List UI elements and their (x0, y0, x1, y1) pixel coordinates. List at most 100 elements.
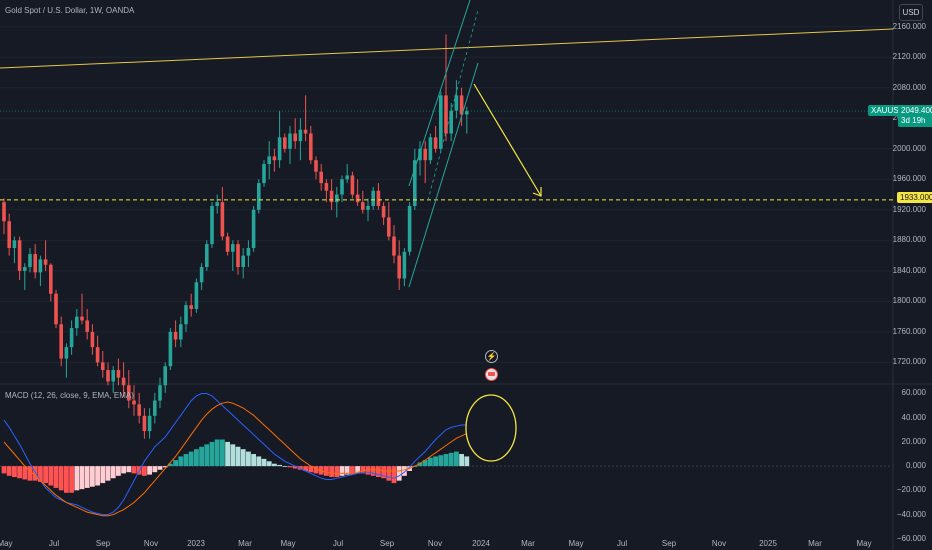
candle (314, 156, 318, 180)
highlight-ellipse[interactable] (465, 394, 517, 462)
macd-histogram-bar (126, 466, 132, 473)
time-axis-label: 2024 (472, 539, 490, 548)
macd-histogram-bar (12, 466, 17, 478)
candle-body (387, 217, 391, 237)
candle-body (319, 171, 323, 184)
candle (127, 370, 131, 409)
candle-body (163, 366, 167, 386)
time-axis-label: May (280, 539, 296, 548)
candle-body (329, 190, 334, 203)
macd-histogram-bar (376, 466, 381, 478)
macd-histogram-bar (381, 466, 386, 479)
candle-body (309, 133, 313, 161)
macd-histogram-bar (256, 456, 262, 467)
channel-mid-line[interactable] (427, 9, 479, 201)
candle-body (127, 385, 131, 401)
candle (272, 148, 277, 172)
candle-body (33, 254, 37, 273)
macd-histogram-bar (48, 466, 54, 486)
time-axis-label: Sep (95, 539, 111, 548)
candle (80, 293, 84, 325)
candle (137, 392, 141, 424)
trendline[interactable] (0, 28, 894, 69)
currency-button[interactable]: USD (899, 4, 923, 21)
candle (101, 350, 105, 378)
macd-histogram-bar (303, 466, 308, 471)
candle (465, 106, 469, 134)
macd-histogram-bar (266, 461, 272, 467)
candle (210, 202, 214, 248)
candle (387, 202, 391, 241)
macd-histogram-bar (131, 466, 137, 474)
candle (59, 316, 63, 367)
candle-body (272, 156, 277, 161)
price-axis-label: 2080.000 (892, 82, 926, 92)
candle-body (262, 164, 266, 184)
candle-body (397, 255, 401, 279)
candle (371, 186, 375, 210)
candle (298, 118, 303, 161)
candle (293, 118, 297, 149)
candle (428, 133, 433, 165)
time-axis-label: Mar (808, 539, 822, 548)
candle-body (251, 209, 256, 248)
candle (7, 213, 11, 256)
macd-histogram-bar (116, 466, 121, 476)
time-axis-label: May (568, 539, 584, 548)
candle-body (314, 160, 318, 172)
candle (449, 102, 453, 142)
macd-title[interactable]: MACD (12, 26, close, 9, EMA, EMA) (5, 391, 134, 400)
candle (267, 141, 271, 180)
candle (444, 34, 448, 142)
symbol-title[interactable]: Gold Spot / U.S. Dollar, 1W, OANDA (5, 6, 135, 15)
candle-body (199, 267, 204, 283)
candle (246, 240, 251, 268)
candle (423, 141, 427, 184)
candle (184, 301, 188, 332)
macd-histogram-bar (1, 466, 7, 474)
macd-histogram-bar (22, 466, 28, 480)
candle (163, 362, 167, 393)
lightning-icon[interactable]: ⚡ (485, 350, 498, 363)
macd-histogram-bar (194, 449, 199, 467)
candle (69, 320, 74, 355)
candle-body (132, 400, 136, 405)
macd-histogram-bar (386, 466, 392, 481)
candle-body (423, 148, 427, 161)
macd-histogram-bar (391, 466, 397, 484)
macd-histogram-bar (199, 446, 204, 467)
price-axis-label: 1760.000 (892, 326, 926, 336)
candle-body (173, 331, 178, 340)
macd-histogram-bar (443, 454, 449, 467)
macd-histogram-bar (27, 466, 33, 481)
candle (2, 198, 6, 235)
target-price-tag: 1933.000 (897, 192, 932, 203)
candle-body (189, 305, 193, 309)
candle-body (350, 175, 355, 195)
projection-arrow[interactable] (473, 83, 542, 197)
macd-histogram-bar (464, 456, 470, 467)
macd-histogram-bar (183, 454, 189, 467)
candle-body (444, 95, 448, 134)
macd-histogram-bar (168, 463, 173, 467)
candle-body (428, 137, 433, 161)
macd-histogram-bar (448, 452, 454, 467)
time-axis-label: 2025 (759, 539, 777, 548)
channel-lower-line[interactable] (408, 62, 479, 288)
candle-body (7, 221, 11, 248)
macd-histogram-bar (365, 466, 371, 475)
channel-upper-line[interactable] (408, 0, 471, 187)
price-axis-label: 1960.000 (892, 174, 926, 184)
macd-histogram-bar (428, 457, 433, 467)
candle (17, 236, 22, 281)
candle (241, 247, 245, 279)
candle-body (267, 156, 271, 165)
macd-histogram-bar (17, 466, 22, 479)
macd-axis-label: 60.000 (901, 388, 926, 398)
macd-histogram-bar (282, 466, 288, 467)
macd-histogram-bar (329, 466, 334, 478)
event-flag-icon[interactable] (485, 368, 498, 381)
candle-body (340, 179, 344, 195)
